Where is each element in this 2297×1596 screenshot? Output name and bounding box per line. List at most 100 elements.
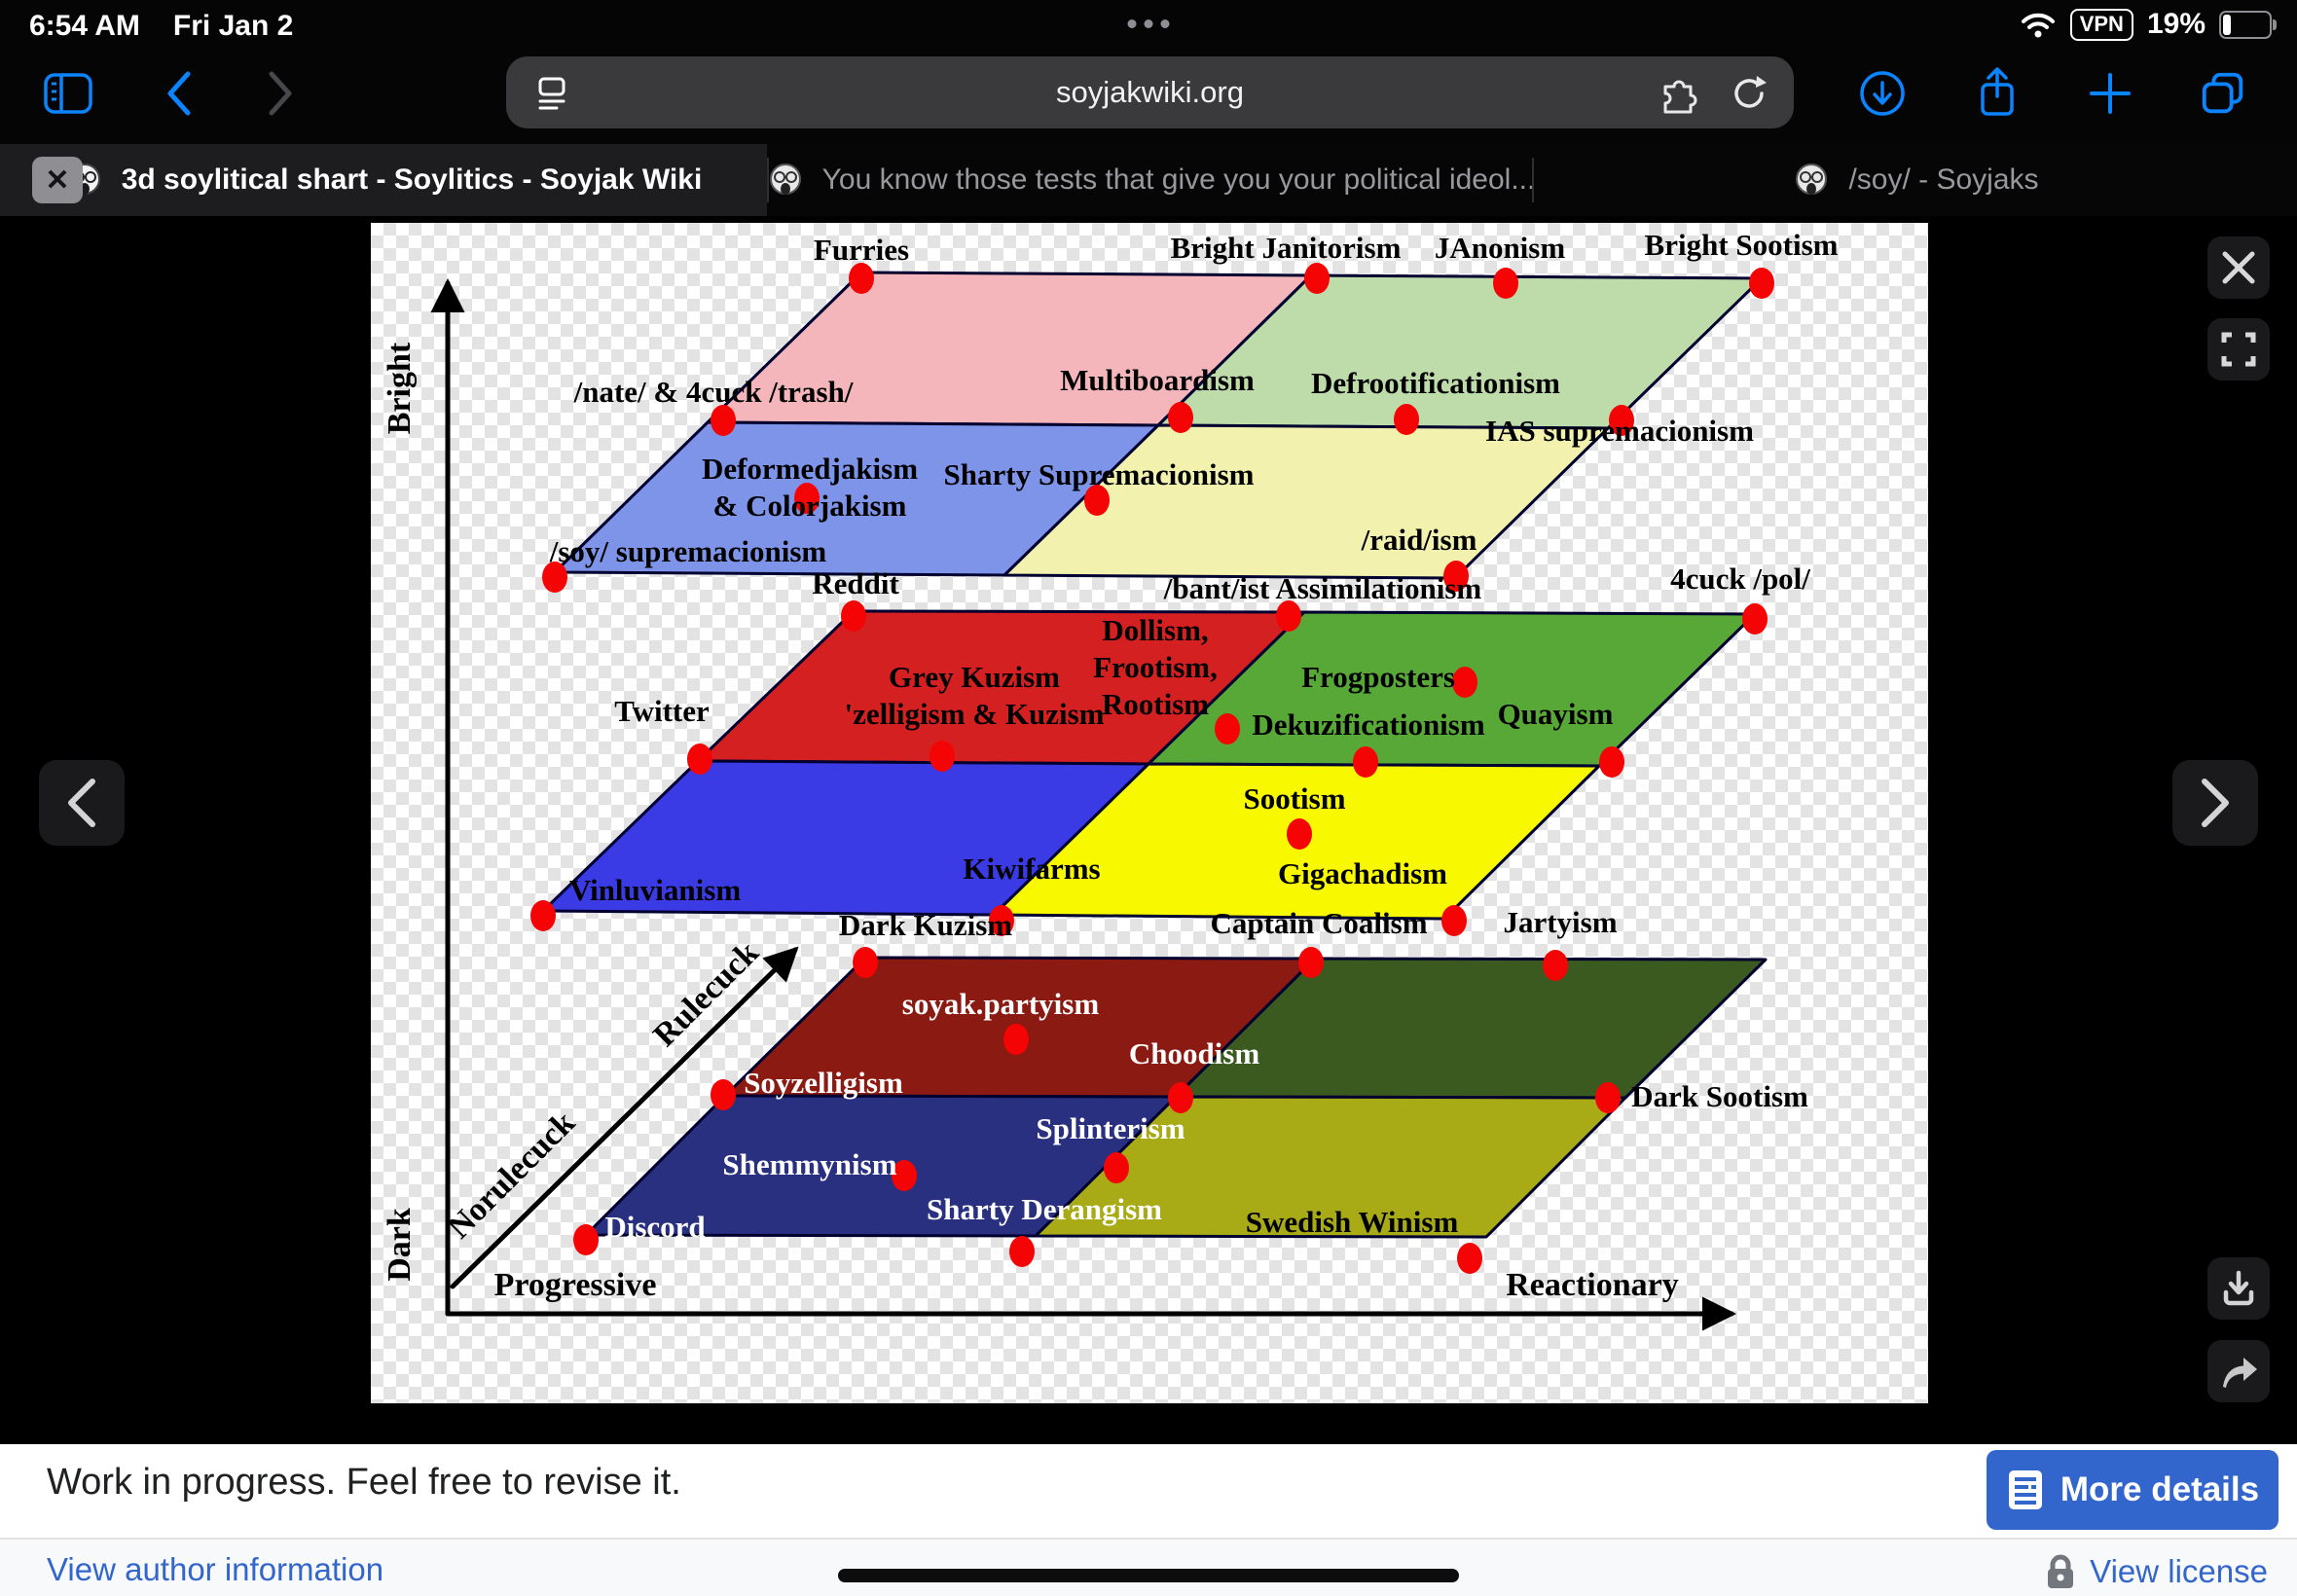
reload-icon[interactable] xyxy=(1730,73,1770,114)
tab-political-tests[interactable]: You know those tests that give you your … xyxy=(769,144,1532,216)
chart-dot-dekuzificationism xyxy=(1353,746,1378,778)
chart-label-dark-kuzism: Dark Kuzism xyxy=(839,908,1012,942)
chart-dot-shemmynism xyxy=(892,1160,917,1191)
view-license-link[interactable]: View license xyxy=(2090,1553,2268,1589)
vpn-badge: VPN xyxy=(2069,8,2133,41)
chart-label-jartyism: Jartyism xyxy=(1503,905,1617,939)
chart-label-furries: Furries xyxy=(814,233,909,267)
chart-dot-twitter xyxy=(687,744,712,775)
chart-dot-dark-kuzism xyxy=(853,947,878,978)
tab-title: 3d soylitical shart - Soylitics - Soyjak… xyxy=(121,163,703,196)
media-viewer: Furries Bright Janitorism JAnonism Bright S… xyxy=(0,216,2297,1444)
chart-label-janonism: JAnonism xyxy=(1435,231,1566,265)
chart-dot-raid-ism xyxy=(1443,561,1469,592)
chart-label-kiwifarms: Kiwifarms xyxy=(963,852,1100,886)
chart-label-reddit: Reddit xyxy=(812,566,899,600)
home-indicator[interactable] xyxy=(838,1569,1459,1582)
sidebar-toggle-button[interactable] xyxy=(43,68,93,119)
chart-label-bant-ist-assimilationism: /bant/ist Assimilationism xyxy=(1163,571,1482,605)
chart-dot-kiwifarms xyxy=(989,905,1014,936)
previous-image-button[interactable] xyxy=(39,760,125,846)
chart-label-sharty-supremacionism: Sharty Supremacionism xyxy=(944,457,1255,491)
url-text: soyjakwiki.org xyxy=(1056,75,1244,109)
tab-soy-soyjaks[interactable]: /soy/ - Soyjaks xyxy=(1534,144,2297,216)
status-bar: 6:54 AM Fri Jan 2 VPN 19% xyxy=(0,0,2297,47)
downloads-button[interactable] xyxy=(1857,68,1908,119)
chart-dot-janonism xyxy=(1493,268,1518,299)
chart-label-nate-4cuck-trash: /nate/ & 4cuck /trash/ xyxy=(573,375,854,409)
tab-title: /soy/ - Soyjaks xyxy=(1848,163,2039,196)
page-format-icon[interactable] xyxy=(533,75,570,112)
chart-dot-grey-kuzism-zelligism-kuzism xyxy=(930,741,955,772)
tab-bar: ✕ 3d soylitical shart - Soylitics - Soyj… xyxy=(0,144,2297,216)
chart-dot-swedish-winism xyxy=(1457,1243,1482,1274)
chart-label-bright: Bright xyxy=(382,342,418,434)
chart-label-ias-supremacionism: IAS supremacionism xyxy=(1485,414,1754,448)
chart-label-twitter: Twitter xyxy=(614,694,710,728)
tab-separator xyxy=(1532,158,1534,202)
forward-button[interactable] xyxy=(255,68,306,119)
status-indicators: VPN 19% xyxy=(2020,8,2277,41)
back-button[interactable] xyxy=(154,68,204,119)
chart-label-soyak-partyism: soyak.partyism xyxy=(902,987,1100,1021)
chart-dot-furries xyxy=(849,263,874,294)
chart-label-grey-kuzism-zelligism-kuzism: Grey Kuzism'zelligism & Kuzism xyxy=(845,660,1105,731)
new-tab-button[interactable] xyxy=(2085,68,2135,119)
chart-label-defrootificationism: Defrootificationism xyxy=(1311,366,1560,400)
chart-dot-multiboardism xyxy=(1168,402,1193,433)
tab-separator xyxy=(767,158,769,202)
download-image-button[interactable] xyxy=(2207,1257,2270,1320)
chart-label-soy-supremacionism: /soy/ supremacionism xyxy=(549,534,827,568)
chart-label-choodism: Choodism xyxy=(1129,1036,1260,1070)
chart-dot-gigachadism xyxy=(1441,905,1467,936)
url-field[interactable]: soyjakwiki.org xyxy=(506,56,1794,128)
chart-label-dollism-frootism-rootism: Dollism, Frootism, Rootism xyxy=(1093,613,1218,721)
view-author-link[interactable]: View author information xyxy=(47,1551,384,1587)
tab-soylitical-shart[interactable]: ✕ 3d soylitical shart - Soylitics - Soyj… xyxy=(0,144,767,216)
chart-dot-bright-sootism xyxy=(1749,268,1774,299)
close-tab-icon[interactable]: ✕ xyxy=(32,157,83,203)
chart-label-progressive: Progressive xyxy=(494,1267,657,1303)
chart-dot-deformedjakism-colorjakism xyxy=(794,483,820,514)
multitasking-indicator-icon[interactable] xyxy=(1127,19,1170,28)
tab-overview-button[interactable] xyxy=(2198,68,2248,119)
chart-dot-soy-supremacionism xyxy=(542,562,567,593)
chart-label-dark-sootism: Dark Sootism xyxy=(1631,1079,1808,1113)
close-viewer-button[interactable] xyxy=(2207,236,2270,299)
chart-dot-ias-supremacionism xyxy=(1609,405,1634,436)
share-image-button[interactable] xyxy=(2207,1340,2270,1402)
status-time: 6:54 AM xyxy=(29,10,140,42)
share-button[interactable] xyxy=(1972,67,2023,119)
status-date: Fri Jan 2 xyxy=(172,10,294,42)
soylitical-chart-image[interactable]: Furries Bright Janitorism JAnonism Bright S… xyxy=(371,223,1928,1403)
chart-dot-sharty-supremacionism xyxy=(1084,485,1110,516)
status-time-date: 6:54 AM Fri Jan 2 xyxy=(29,10,293,43)
chart-dot-quayism xyxy=(1599,746,1624,778)
chart-dot-nate-4cuck-trash xyxy=(711,405,736,436)
chart-label-quayism: Quayism xyxy=(1498,697,1614,731)
more-details-button[interactable]: More details xyxy=(1987,1450,2279,1530)
chart-dot-soyak-partyism xyxy=(1003,1024,1029,1055)
chart-dot-splinterism xyxy=(1104,1152,1129,1183)
chart-dot-captain-coalism xyxy=(1298,947,1324,978)
extensions-puzzle-icon[interactable] xyxy=(1658,73,1698,114)
chart-dot-defrootificationism xyxy=(1394,404,1419,435)
chart-dot-sootism xyxy=(1287,818,1312,850)
fullscreen-button[interactable] xyxy=(2207,318,2270,381)
chart-dot-vinluvianism xyxy=(530,900,556,931)
chart-label-splinterism: Splinterism xyxy=(1036,1111,1185,1145)
next-image-button[interactable] xyxy=(2172,760,2258,846)
chart-label-bright-sootism: Bright Sootism xyxy=(1645,228,1839,262)
chart-label-reactionary: Reactionary xyxy=(1506,1267,1679,1303)
wifi-icon xyxy=(2020,11,2057,38)
chart-dot-dollism-frootism-rootism xyxy=(1215,713,1240,744)
chart-label-discord: Discord xyxy=(604,1210,705,1244)
favicon-soyjak xyxy=(1792,161,1831,200)
chart-label-captain-coalism: Captain Coalism xyxy=(1210,906,1427,940)
chart-label-dekuzificationism: Dekuzificationism xyxy=(1252,707,1485,742)
chart-label-multiboardism: Multiboardism xyxy=(1060,363,1255,397)
chart-label-raid-ism: /raid/ism xyxy=(1361,523,1477,557)
chart-dot-choodism xyxy=(1168,1082,1193,1113)
document-icon xyxy=(2008,1470,2042,1509)
